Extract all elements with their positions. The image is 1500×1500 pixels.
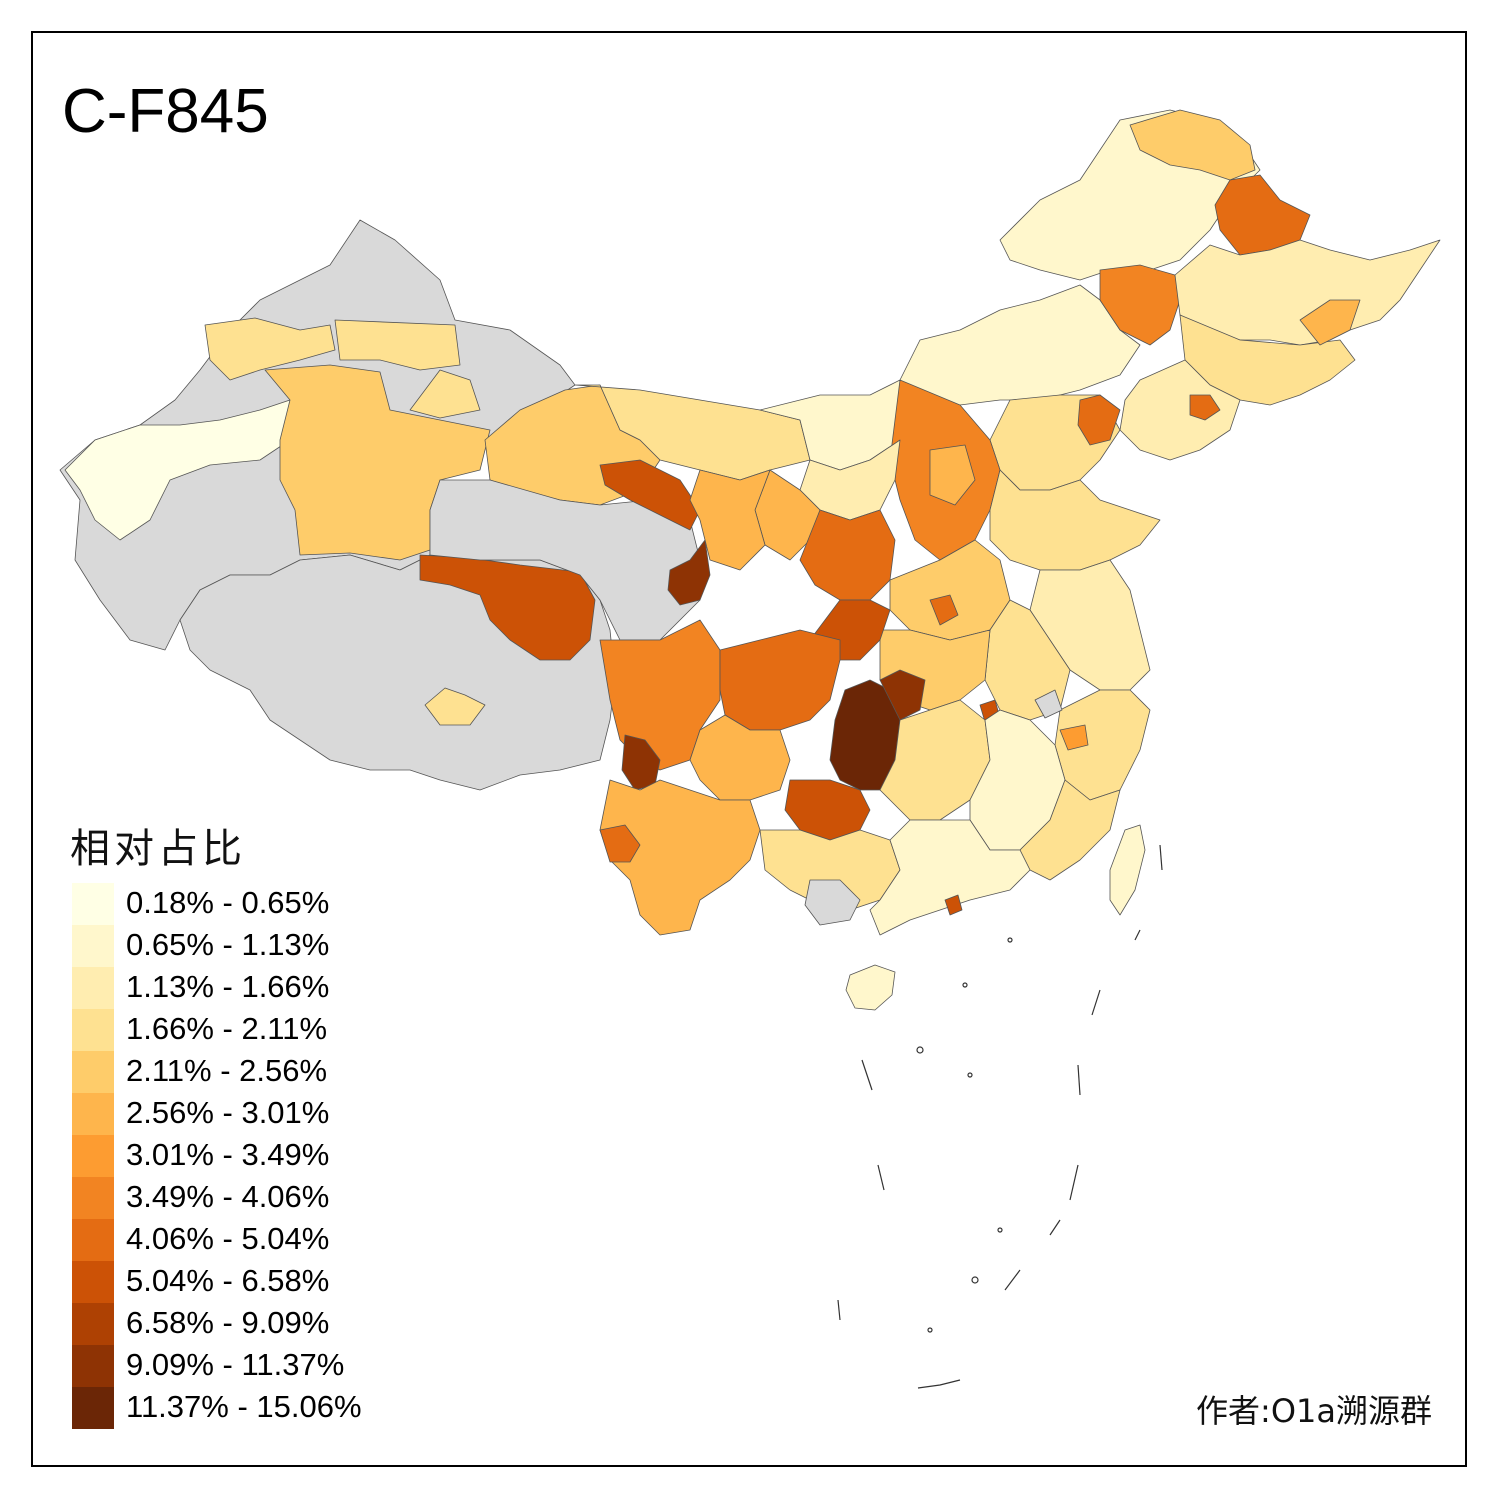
legend-swatch <box>72 1219 114 1261</box>
region-yunnan <box>599 779 761 936</box>
region-imongolia-central <box>899 284 1141 411</box>
legend-label: 2.56% - 3.01% <box>126 1095 330 1130</box>
legend-label: 5.04% - 6.58% <box>126 1263 330 1298</box>
author-credit: 作者:O1a溯源群 <box>1196 1392 1432 1430</box>
legend-label: 0.65% - 1.13% <box>126 927 330 962</box>
legend-swatch <box>72 1051 114 1093</box>
region-xj-west <box>64 399 291 541</box>
region-hlj-west <box>1099 264 1181 346</box>
legend-swatch <box>72 967 114 1009</box>
legend-title: 相对占比 <box>70 826 246 872</box>
region-anhui <box>984 599 1071 721</box>
region-henan <box>889 539 1011 641</box>
legend-label: 6.58% - 9.09% <box>126 1305 330 1340</box>
legend-swatch <box>72 1177 114 1219</box>
region-taiwan <box>1109 824 1146 916</box>
legend-swatch <box>72 1387 114 1429</box>
region-heilongjiang-north <box>1129 109 1256 181</box>
region-jilin-east <box>1299 299 1361 346</box>
legend-label: 3.49% - 4.06% <box>126 1179 330 1214</box>
region-liaoning-hot <box>1189 394 1221 421</box>
region-henan-hot <box>929 594 959 626</box>
region-xj-north <box>204 317 336 381</box>
region-tibet-south <box>424 687 486 726</box>
legend-swatch <box>72 1093 114 1135</box>
region-beijing-hot <box>1077 394 1121 446</box>
legend-label: 9.09% - 11.37% <box>126 1347 345 1382</box>
region-yunnan-hot <box>599 824 641 863</box>
map-title: C-F845 <box>62 77 269 146</box>
region-gansu-east <box>689 469 771 571</box>
south-china-sea-islands <box>837 844 1163 1389</box>
region-sichuan-east <box>719 629 841 731</box>
legend-label: 1.66% - 2.11% <box>126 1011 328 1046</box>
region-qinghai-hx <box>599 459 701 531</box>
legend-label: 3.01% - 3.49% <box>126 1137 330 1172</box>
legend-swatch <box>72 1345 114 1387</box>
region-guangdong <box>869 819 1031 936</box>
legend-label: 11.37% - 15.06% <box>126 1389 362 1424</box>
region-hainan <box>845 964 896 1011</box>
region-shanxi-inner <box>929 444 976 506</box>
region-hlj-rest <box>1174 239 1441 346</box>
region-xj-ne <box>334 319 461 371</box>
region-liaoning <box>1119 359 1241 461</box>
map-frame <box>31 31 1467 1467</box>
legend-swatch <box>72 1009 114 1051</box>
region-shanghai-nodata <box>1034 689 1063 719</box>
region-shaanxi <box>799 509 896 601</box>
region-shandong <box>989 469 1161 571</box>
region-zj-hot <box>1059 724 1089 751</box>
region-xj-east <box>409 369 481 419</box>
legend-swatch <box>72 925 114 967</box>
legend-swatch <box>72 1135 114 1177</box>
region-sichuan-south <box>689 714 791 801</box>
region-guangxi-nodata <box>804 879 861 926</box>
legend-swatch <box>72 1303 114 1345</box>
legend-swatch <box>72 1261 114 1303</box>
legend-label: 4.06% - 5.04% <box>126 1221 330 1256</box>
region-chongqing-east <box>879 669 926 721</box>
region-gansu-hot <box>667 539 711 606</box>
region-tibet-ngari <box>419 554 596 661</box>
region-hunan <box>879 699 991 821</box>
legend-label: 2.11% - 2.56% <box>126 1053 328 1088</box>
legend-label: 1.13% - 1.66% <box>126 969 330 1004</box>
legend-swatch <box>72 883 114 925</box>
legend-label: 0.18% - 0.65% <box>126 885 330 920</box>
region-gd-hot <box>944 894 963 916</box>
